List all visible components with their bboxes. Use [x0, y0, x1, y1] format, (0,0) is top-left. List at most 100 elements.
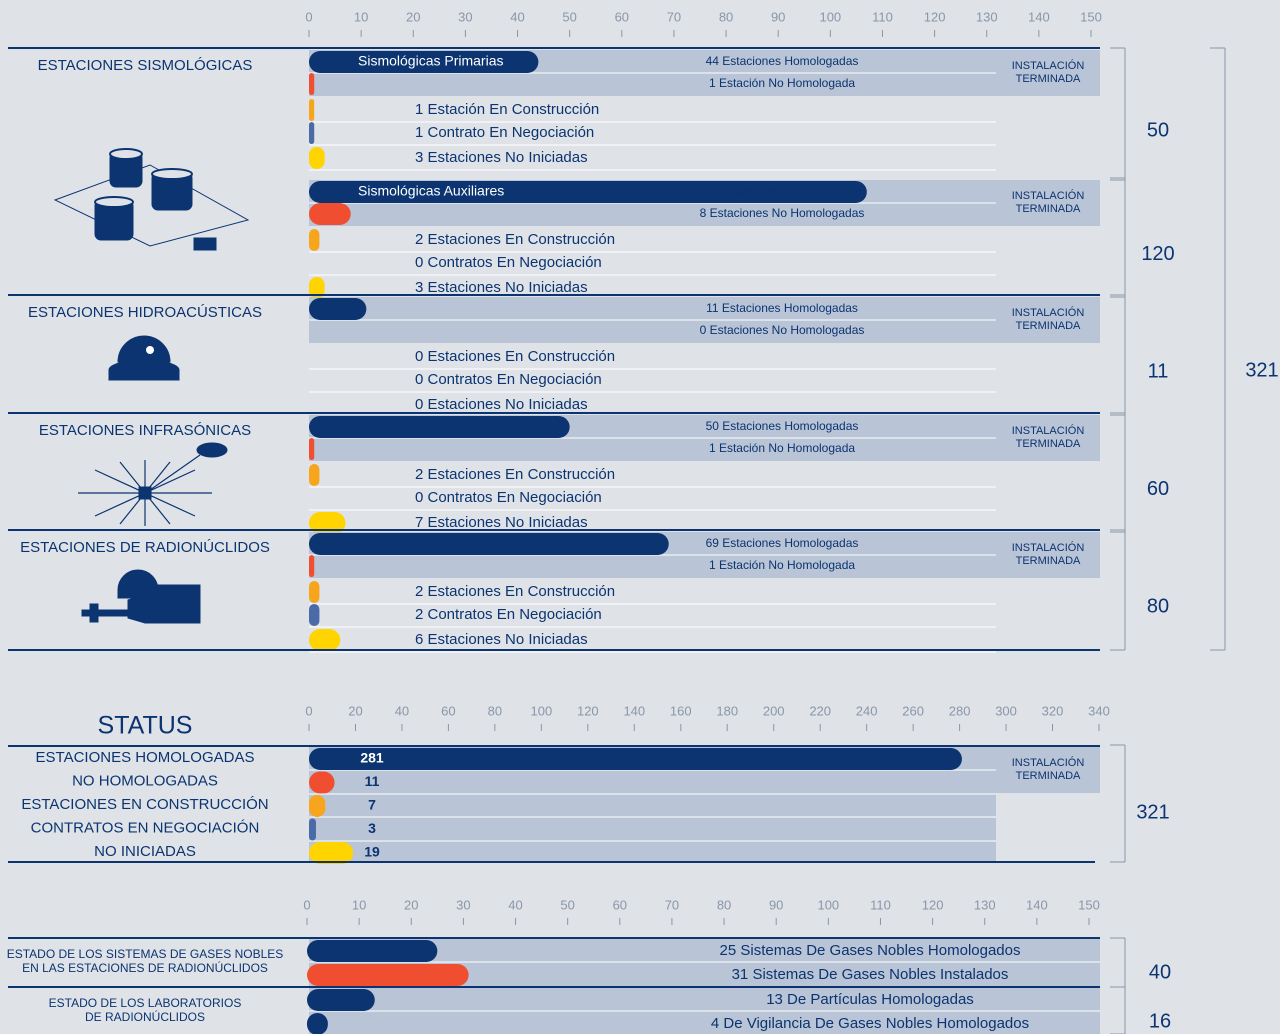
- x-tick-label: 180: [716, 703, 738, 718]
- x-tick-label: 60: [615, 9, 629, 24]
- x-tick-label: 40: [395, 703, 409, 718]
- bar: [309, 629, 341, 651]
- bar: [307, 964, 469, 986]
- total: 321: [1136, 801, 1169, 823]
- category-label: ESTACIONES HOMOLOGADAS: [36, 749, 255, 766]
- subtotal: 120: [1141, 243, 1174, 265]
- value-label: 13 De Partículas Homologadas: [766, 991, 974, 1008]
- band-label: TERMINADA: [1016, 203, 1081, 215]
- group-label: EN LAS ESTACIONES DE RADIONÚCLIDOS: [22, 960, 268, 975]
- x-tick-label: 150: [1080, 9, 1102, 24]
- x-tick-label: 90: [769, 897, 783, 912]
- x-tick-label: 100: [819, 9, 841, 24]
- group-label: ESTADO DE LOS SISTEMAS DE GASES NOBLES: [7, 947, 284, 961]
- bar: [309, 147, 325, 169]
- hydro-icon: [108, 335, 180, 381]
- x-tick-label: 0: [303, 897, 310, 912]
- radionuclide-icon: [81, 569, 201, 624]
- value-label: 2 Estaciones En Construcción: [415, 466, 615, 483]
- x-tick-label: 90: [771, 9, 785, 24]
- x-tick-label: 130: [976, 9, 998, 24]
- value-label: 8 Estaciones No Homologadas: [700, 206, 865, 220]
- value-label: 3 Estaciones No Iniciadas: [415, 279, 588, 296]
- x-tick-label: 130: [974, 897, 996, 912]
- bar: [309, 795, 326, 817]
- value-label: 2 Estaciones En Construcción: [415, 583, 615, 600]
- x-tick-label: 120: [577, 703, 599, 718]
- band-label: TERMINADA: [1016, 555, 1081, 567]
- x-tick-label: 10: [354, 9, 368, 24]
- x-tick-label: 340: [1088, 703, 1110, 718]
- category-label: NO INICIADAS: [94, 843, 196, 860]
- group-label: ESTACIONES DE RADIONÚCLIDOS: [20, 539, 270, 556]
- value-label: 0 Estaciones No Homologadas: [700, 323, 865, 337]
- bar: [309, 581, 320, 603]
- x-tick-label: 220: [809, 703, 831, 718]
- subtotal: 60: [1147, 478, 1169, 500]
- value-label: 0 Contratos En Negociación: [415, 489, 602, 506]
- x-tick-label: 260: [902, 703, 924, 718]
- x-tick-label: 120: [922, 897, 944, 912]
- bar-label: Sismológicas Auxiliares: [358, 183, 504, 199]
- x-tick-label: 0: [305, 9, 312, 24]
- x-tick-label: 150: [1078, 897, 1100, 912]
- x-tick-label: 80: [717, 897, 731, 912]
- value-label: 31 Sistemas De Gases Nobles Instalados: [732, 966, 1009, 983]
- bar: [307, 989, 375, 1011]
- x-tick-label: 140: [1026, 897, 1048, 912]
- x-tick-label: 320: [1042, 703, 1064, 718]
- x-tick-label: 10: [352, 897, 366, 912]
- x-tick-label: 80: [488, 703, 502, 718]
- total: 16: [1149, 1010, 1171, 1032]
- bar: [309, 277, 325, 299]
- value-label: 19: [364, 844, 380, 860]
- value-label: 11 Estaciones Homologadas: [706, 301, 858, 315]
- band-label: TERMINADA: [1016, 73, 1081, 85]
- x-tick-label: 30: [458, 9, 472, 24]
- bar: [309, 99, 315, 121]
- band-label: INSTALACIÓN: [1012, 541, 1085, 554]
- x-tick-label: 110: [872, 9, 893, 24]
- x-tick-label: 20: [406, 9, 420, 24]
- x-tick-label: 60: [613, 897, 627, 912]
- bar: [309, 555, 315, 577]
- value-label: 7: [368, 797, 376, 813]
- bar: [309, 229, 320, 251]
- category-label: NO HOMOLOGADAS: [72, 772, 218, 789]
- x-tick-label: 100: [531, 703, 553, 718]
- x-tick-label: 140: [623, 703, 645, 718]
- x-tick-label: 50: [562, 9, 576, 24]
- bar: [309, 51, 539, 73]
- value-label: 6 Estaciones No Iniciadas: [415, 631, 588, 648]
- value-label: 2 Estaciones En Construcción: [415, 231, 615, 248]
- bar: [309, 604, 320, 626]
- chart-title: STATUS: [98, 712, 193, 740]
- x-tick-label: 20: [348, 703, 362, 718]
- value-label: 0 Contratos En Negociación: [415, 254, 602, 271]
- icons: [53, 148, 250, 624]
- bar: [309, 416, 570, 438]
- band: [309, 793, 996, 862]
- value-label: 107 Estaciones Homologadas: [702, 184, 861, 198]
- group-label: ESTACIONES HIDROACÚSTICAS: [28, 304, 262, 321]
- group-label: ESTACIONES SISMOLÓGICAS: [38, 57, 253, 74]
- band-label: TERMINADA: [1016, 770, 1081, 782]
- value-label: 1 Estación No Homologada: [709, 441, 855, 455]
- bar: [309, 122, 315, 144]
- bar-label: Sismológicas Primarias: [358, 53, 503, 69]
- value-label: 281: [360, 750, 384, 766]
- bar: [309, 73, 315, 95]
- value-label: 4 De Vigilancia De Gases Nobles Homologa…: [711, 1015, 1029, 1032]
- value-label: 7 Estaciones No Iniciadas: [415, 514, 588, 531]
- seismic-icon: [53, 148, 250, 251]
- group-label: ESTACIONES INFRASÓNICAS: [39, 422, 251, 439]
- x-tick-label: 140: [1028, 9, 1050, 24]
- bar: [309, 771, 335, 794]
- value-label: 0 Contratos En Negociación: [415, 371, 602, 388]
- value-label: 1 Estación En Construcción: [415, 101, 599, 118]
- value-label: 2 Contratos En Negociación: [415, 606, 602, 623]
- value-label: 25 Sistemas De Gases Nobles Homologados: [720, 942, 1021, 959]
- infrasound-icon: [78, 442, 228, 526]
- subtotal: 80: [1147, 595, 1169, 617]
